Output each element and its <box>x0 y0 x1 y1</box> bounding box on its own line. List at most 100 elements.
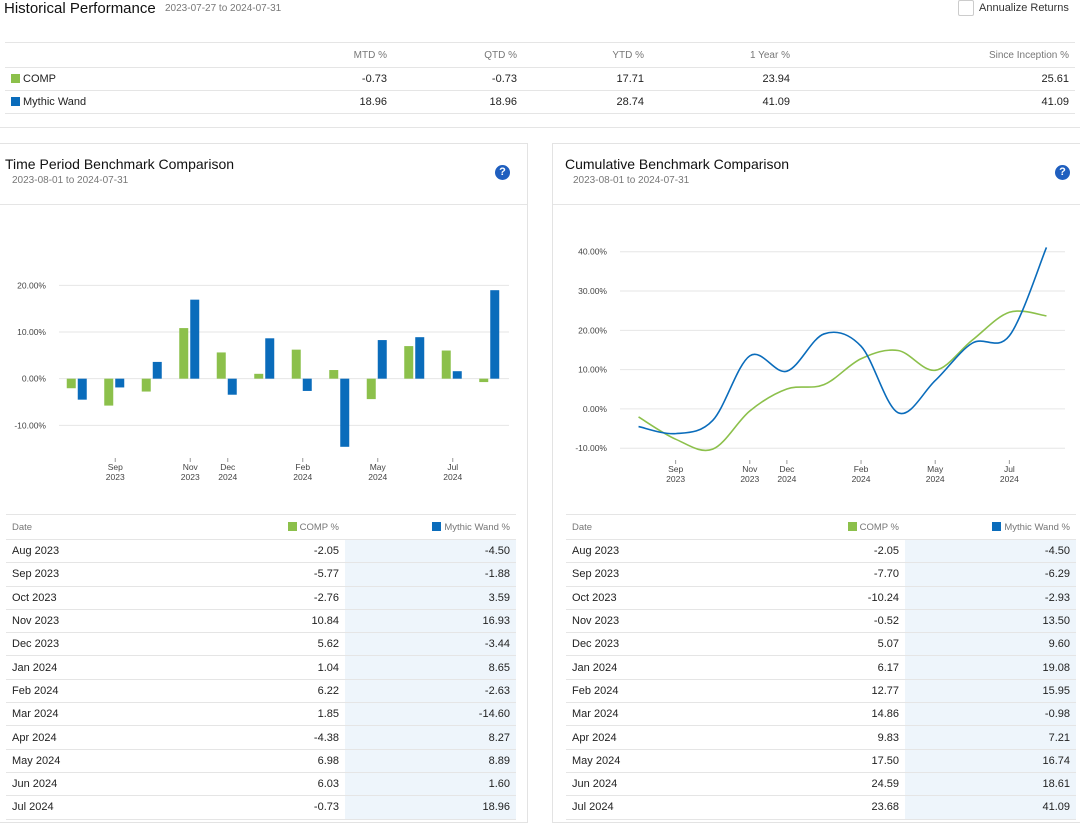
performance-cell: 41.09 <box>796 90 1075 114</box>
comp-bar <box>66 378 76 389</box>
mythic-value-cell: 13.50 <box>905 609 1076 634</box>
table-row: Aug 2023 -2.05 -4.50 <box>566 539 1076 564</box>
mythic-value-cell: 8.65 <box>345 655 516 680</box>
comp-value-cell: 12.77 <box>694 679 905 704</box>
table-row: Dec 2023 5.62 -3.44 <box>6 632 516 657</box>
x-tick-label: May <box>370 462 387 472</box>
x-tick-label: 2024 <box>1000 474 1019 484</box>
performance-header-row: MTD % QTD % YTD % 1 Year % Since Incepti… <box>5 42 1075 68</box>
comp-value-cell: 1.85 <box>134 702 345 727</box>
date-cell: Sep 2023 <box>6 562 134 587</box>
cumulative-help-icon[interactable]: ? <box>1055 165 1070 180</box>
date-cell: Feb 2024 <box>566 679 694 704</box>
x-tick-label: 2023 <box>666 474 685 484</box>
y-tick-label: 20.00% <box>17 280 46 290</box>
mythic-column-label: Mythic Wand % <box>444 521 510 533</box>
performance-cell: 25.61 <box>796 67 1075 91</box>
date-cell: Feb 2024 <box>6 679 134 704</box>
y-tick-label: 10.00% <box>17 327 46 337</box>
mythic-value-cell: 18.61 <box>905 772 1076 797</box>
performance-name-cell: COMP <box>5 67 135 91</box>
comp-bar <box>479 378 489 383</box>
x-tick-label: 2024 <box>777 474 796 484</box>
table-row: Sep 2023 -5.77 -1.88 <box>6 562 516 587</box>
x-tick-label: Dec <box>220 462 236 472</box>
date-cell: Jun 2024 <box>566 772 694 797</box>
mythic-bar <box>302 378 312 391</box>
x-tick-label: 2024 <box>218 472 237 482</box>
table-row: Jul 2024 -0.73 18.96 <box>6 795 516 820</box>
comp-value-cell: -2.76 <box>134 586 345 610</box>
mythic-bar <box>227 378 237 395</box>
mythic-column-header: Mythic Wand % <box>345 514 516 540</box>
mythic-bar <box>190 299 200 379</box>
x-tick-label: Jul <box>447 462 458 472</box>
table-row: Jul 2024 23.68 41.09 <box>566 795 1076 820</box>
date-cell: Aug 2023 <box>566 539 694 564</box>
mythic-value-cell: 41.09 <box>905 795 1076 820</box>
comp-swatch <box>287 521 297 531</box>
time-period-help-icon[interactable]: ? <box>495 165 510 180</box>
x-tick-label: Nov <box>183 462 199 472</box>
table-row: Jun 2024 6.03 1.60 <box>6 772 516 797</box>
performance-cell: 28.74 <box>523 90 650 114</box>
comp-column-header: COMP % <box>134 514 345 540</box>
cumulative-title: Cumulative Benchmark Comparison <box>565 156 790 172</box>
comp-bar <box>366 378 376 400</box>
x-tick-label: Nov <box>742 464 758 474</box>
mythic-value-cell: 3.59 <box>345 586 516 610</box>
mythic-bar <box>152 361 162 379</box>
table-row: Apr 2024 -4.38 8.27 <box>6 725 516 750</box>
performance-cell: 17.71 <box>523 67 650 91</box>
comp-bar <box>291 349 301 379</box>
table-row: Sep 2023 -7.70 -6.29 <box>566 562 1076 587</box>
mythic-bar <box>340 378 350 447</box>
table-row: May 2024 17.50 16.74 <box>566 749 1076 773</box>
performance-name: Mythic Wand <box>23 96 87 108</box>
x-tick-label: 2024 <box>368 472 387 482</box>
comp-column-label: COMP % <box>859 521 899 533</box>
comp-swatch <box>11 74 20 83</box>
performance-row-comp: COMP -0.73 -0.73 17.71 23.94 25.61 <box>5 67 1075 91</box>
comp-value-cell: -5.77 <box>134 562 345 587</box>
date-cell: Mar 2024 <box>6 702 134 727</box>
table-row: Dec 2023 5.07 9.60 <box>566 632 1076 657</box>
mythic-value-cell: 16.93 <box>345 609 516 634</box>
mythic-value-cell: 19.08 <box>905 655 1076 680</box>
mythic-value-cell: 9.60 <box>905 632 1076 657</box>
date-column-header: Date <box>6 514 134 540</box>
comp-value-cell: -0.73 <box>134 795 345 820</box>
performance-name: COMP <box>23 73 56 85</box>
mythic-value-cell: 8.27 <box>345 725 516 750</box>
x-tick-label: 2023 <box>106 472 125 482</box>
comp-value-cell: 17.50 <box>694 749 905 773</box>
time-period-bar-chart: 20.00%10.00%0.00%-10.00%Sep2023Nov2023De… <box>14 280 509 482</box>
date-cell: May 2024 <box>6 749 134 773</box>
performance-header-1year: 1 Year % <box>650 42 796 68</box>
time-period-table: Date COMP % Mythic Wand % Aug 2023 -2.05-… <box>6 514 516 820</box>
annualize-returns-toggle[interactable]: Annualize Returns <box>958 0 1069 16</box>
annualize-checkbox[interactable] <box>958 0 974 16</box>
comp-value-cell: 10.84 <box>134 609 345 634</box>
comp-value-cell: 1.04 <box>134 655 345 680</box>
date-cell: Dec 2023 <box>566 632 694 657</box>
comp-value-cell: 6.03 <box>134 772 345 797</box>
annualize-label: Annualize Returns <box>979 2 1069 14</box>
comp-column-header: COMP % <box>694 514 905 540</box>
time-period-panel: Time Period Benchmark Comparison 2023-08… <box>0 143 528 823</box>
table-row: Mar 2024 1.85 -14.60 <box>6 702 516 727</box>
performance-cell: 18.96 <box>393 90 523 114</box>
table-row: Jan 2024 6.17 19.08 <box>566 655 1076 680</box>
section-divider <box>0 127 1080 128</box>
performance-header-qtd: QTD % <box>393 42 523 68</box>
date-cell: Jun 2024 <box>6 772 134 797</box>
comp-value-cell: -7.70 <box>694 562 905 587</box>
mythic-swatch <box>992 521 1002 531</box>
comp-bar <box>254 373 264 379</box>
table-row: Oct 2023 -10.24 -2.93 <box>566 586 1076 610</box>
date-cell: Mar 2024 <box>566 702 694 727</box>
mythic-value-cell: -2.63 <box>345 679 516 704</box>
comp-value-cell: 6.22 <box>134 679 345 704</box>
mythic-bar <box>265 338 275 379</box>
panel-divider <box>553 204 1080 205</box>
